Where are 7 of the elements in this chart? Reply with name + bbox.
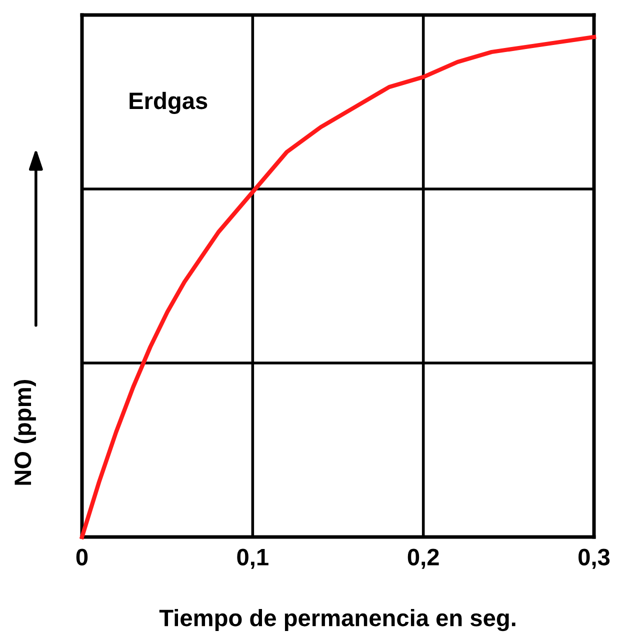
y-axis-title: NO (ppm) [14,380,36,485]
annotation: Erdgas [130,92,208,114]
x-axis-title: Tiempo de permanencia en seg. [159,609,516,632]
x-tick-label: 0,2 [408,548,439,569]
x-tick-label: 0 [76,548,88,566]
x-tick-label: 0,3 [578,548,610,569]
x-tick-label: 0,1 [237,548,268,569]
